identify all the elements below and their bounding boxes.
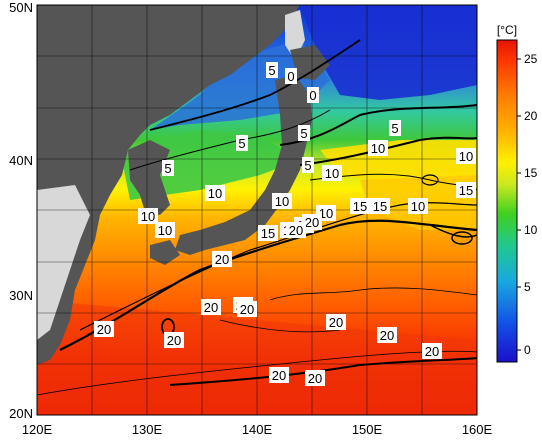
contour-label: 20: [305, 215, 319, 230]
lon-label-160e: 160E: [462, 422, 493, 437]
contour-label-box: [298, 125, 310, 141]
contour-label: 10: [208, 186, 222, 201]
contour-label: 5: [304, 158, 311, 173]
colorbar-tick-10: 10: [524, 223, 538, 237]
contour-label: 5: [238, 136, 245, 151]
contour-label-box: [272, 193, 292, 209]
contour-label-box: [212, 251, 232, 267]
contour-label-box: [237, 301, 257, 317]
contour-label: 15: [459, 183, 473, 198]
contour-label: 5: [164, 161, 171, 176]
contour-label-box: [155, 222, 175, 238]
contour-value-labels: 5500555510101015101010151510101015151520…: [94, 62, 476, 386]
contour-label-box: [456, 182, 476, 198]
contour-label: 15: [261, 226, 275, 241]
contour-label-box: [368, 140, 388, 156]
contour-label-box: [286, 222, 306, 238]
lon-label-130e: 130E: [132, 422, 163, 437]
contour-label-box: [258, 225, 278, 241]
contour-label: 10: [325, 166, 339, 181]
contour-label: 20: [289, 223, 303, 238]
axis-labels: 50N 40N 30N 20N 120E 130E 140E 150E 160E: [9, 0, 492, 437]
colorbar: [°C] 25 20 15 10 5 0: [496, 23, 538, 363]
contour-label: 20: [240, 302, 254, 317]
map-frame: [36, 4, 478, 416]
contour-label-box: [302, 157, 314, 173]
map-area: 5500555510101015101010151510101015151520…: [37, 5, 477, 415]
contour-label: 15: [353, 199, 367, 214]
contour-label-box: [326, 314, 346, 330]
contour-label: 20: [272, 368, 286, 383]
contour-label: 5: [300, 126, 307, 141]
colorbar-unit: [°C]: [497, 23, 517, 37]
contour-label: 20: [308, 371, 322, 386]
contour-label-box: [94, 321, 114, 337]
contour-label-box: [205, 185, 225, 201]
contour-label: 10: [371, 141, 385, 156]
contour-label: 20: [97, 322, 111, 337]
contour-label-box: [307, 87, 319, 103]
contour-label-box: [322, 165, 342, 181]
contour-label-box: [285, 68, 297, 84]
contour-label-box: [269, 367, 289, 383]
colorbar-tick-25: 25: [524, 52, 538, 66]
contour-label: 0: [309, 88, 316, 103]
lat-label-20n: 20N: [9, 406, 33, 421]
colorbar-tick-20: 20: [524, 109, 538, 123]
lat-label-50n: 50N: [9, 0, 33, 15]
asia-landmass: [37, 5, 300, 365]
contour-label-box: [236, 135, 248, 151]
contour-label: 10: [158, 223, 172, 238]
lon-label-140e: 140E: [242, 422, 273, 437]
contour-label: 10: [459, 149, 473, 164]
colorbar-tick-5: 5: [524, 280, 531, 294]
lon-label-150e: 150E: [352, 422, 383, 437]
contour-label: 10: [411, 199, 425, 214]
contour-label: 20: [167, 333, 181, 348]
colorbar-scale: [496, 39, 518, 363]
contour-label-box: [370, 198, 390, 214]
contour-label: 20: [380, 328, 394, 343]
contour-label-box: [305, 370, 325, 386]
contour-label: 5: [391, 121, 398, 136]
contour-label-box: [201, 299, 221, 315]
colorbar-tick-0: 0: [524, 343, 531, 357]
lon-label-120e: 120E: [22, 422, 53, 437]
contour-label-box: [377, 327, 397, 343]
contour-label-box: [456, 148, 476, 164]
lat-label-30n: 30N: [9, 288, 33, 303]
contour-label: 20: [204, 300, 218, 315]
colorbar-tick-15: 15: [524, 166, 538, 180]
contour-label-box: [138, 208, 158, 224]
contour-label: 10: [141, 209, 155, 224]
contour-label: 20: [329, 315, 343, 330]
contour-label: 5: [268, 63, 275, 78]
contour-label-box: [408, 198, 428, 214]
contour-label-box: [164, 332, 184, 348]
lat-label-40n: 40N: [9, 153, 33, 168]
contour-label: 10: [275, 194, 289, 209]
coastal-shelf: [37, 185, 90, 340]
japan-islands: [175, 75, 312, 255]
contour-label: 20: [215, 252, 229, 267]
contour-label-box: [162, 160, 174, 176]
contour-label: 20: [425, 344, 439, 359]
contour-label: 10: [319, 206, 333, 221]
contour-label-box: [266, 62, 278, 78]
contour-label-box: [350, 198, 370, 214]
contour-label: 0: [287, 69, 294, 84]
contour-label: 15: [373, 199, 387, 214]
contour-label-box: [389, 120, 401, 136]
contour-label-box: [302, 214, 322, 230]
contour-label-box: [422, 343, 442, 359]
